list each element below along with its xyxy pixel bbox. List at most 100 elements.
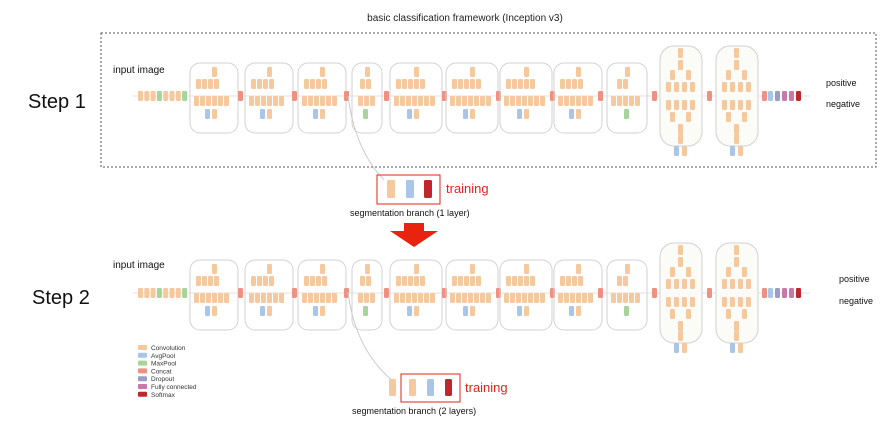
conv-block (522, 96, 527, 106)
conv-block (678, 331, 683, 341)
conv-block (175, 91, 181, 101)
conv-block (576, 67, 581, 77)
conv-block (314, 96, 319, 106)
conv-block (686, 267, 691, 277)
conv-block (742, 309, 747, 319)
conv-block (480, 293, 485, 303)
conv-block (430, 96, 435, 106)
concat-block (707, 91, 712, 101)
conv-block (722, 279, 727, 289)
conv-block (524, 79, 529, 89)
conv-block (322, 276, 327, 286)
conv-block (412, 293, 417, 303)
conv-block (257, 276, 262, 286)
conv-block (522, 293, 527, 303)
conv-block (408, 79, 413, 89)
conv-block (528, 96, 533, 106)
conv-block (408, 276, 413, 286)
conv-block (316, 276, 321, 286)
conv-block (682, 343, 687, 353)
avgpool-block (407, 109, 412, 119)
conv-block (666, 100, 671, 110)
conv-block (722, 82, 727, 92)
conv-block (588, 293, 593, 303)
avgpool-block (205, 306, 210, 316)
conv-block (326, 293, 331, 303)
conv-block (635, 293, 640, 303)
conv-block (202, 276, 207, 286)
step2-label: Step 2 (32, 287, 90, 309)
step2-output-positive: positive (839, 274, 870, 284)
step1-segmentation-branch: training segmentation branch (1 layer) (350, 174, 489, 218)
maxpool-block (363, 109, 368, 119)
conv-block (308, 96, 313, 106)
conv-block (682, 82, 687, 92)
conv-block (263, 79, 268, 89)
legend-swatch (138, 368, 147, 374)
branch-conv-block (409, 379, 416, 396)
conv-block (474, 293, 479, 303)
conv-block (578, 79, 583, 89)
concat-block (707, 288, 712, 298)
conv-block (366, 79, 371, 89)
conv-block (314, 293, 319, 303)
module-outline (606, 62, 648, 134)
branch-softmax-block (424, 180, 432, 198)
concat-block (344, 91, 349, 101)
conv-block (686, 70, 691, 80)
conv-block (670, 309, 675, 319)
avgpool-block (463, 109, 468, 119)
conv-block (512, 276, 517, 286)
conv-block (196, 276, 201, 286)
conv-block (625, 67, 630, 77)
dropout-block (775, 91, 780, 101)
conv-block (540, 293, 545, 303)
conv-block (476, 276, 481, 286)
conv-block (470, 109, 475, 119)
avgpool-block (674, 343, 679, 353)
conv-block (734, 124, 739, 134)
conv-block (320, 306, 325, 316)
step2-network (133, 242, 810, 353)
conv-block (396, 79, 401, 89)
conv-block (576, 109, 581, 119)
conv-block (420, 79, 425, 89)
concat-block (762, 288, 767, 298)
concat-block (598, 91, 603, 101)
conv-block (249, 96, 254, 106)
conv-block (670, 112, 675, 122)
step2-branch-connector (347, 291, 395, 383)
conv-block (452, 79, 457, 89)
conv-block (412, 96, 417, 106)
conv-block (218, 293, 223, 303)
branch-softmax-block (445, 379, 452, 396)
conv-block (261, 293, 266, 303)
conv-block (474, 96, 479, 106)
conv-block (524, 276, 529, 286)
maxpool-block (156, 91, 162, 101)
conv-block (320, 67, 325, 77)
conv-block (746, 297, 751, 307)
conv-block (742, 267, 747, 277)
maxpool-block (363, 306, 368, 316)
conv-block (629, 293, 634, 303)
conv-block (582, 293, 587, 303)
conv-block (564, 96, 569, 106)
conv-block (486, 96, 491, 106)
conv-block (742, 112, 747, 122)
conv-block (212, 293, 217, 303)
conv-block (450, 293, 455, 303)
conv-block (470, 264, 475, 274)
conv-block (674, 82, 679, 92)
conv-block (370, 96, 375, 106)
avgpool-block (569, 306, 574, 316)
conv-block (456, 96, 461, 106)
conv-block (524, 109, 529, 119)
conv-block (678, 48, 683, 58)
avgpool-block (313, 306, 318, 316)
conv-block (486, 293, 491, 303)
conv-block (617, 79, 622, 89)
conv-block (540, 96, 545, 106)
conv-block (212, 96, 217, 106)
conv-block (214, 79, 219, 89)
